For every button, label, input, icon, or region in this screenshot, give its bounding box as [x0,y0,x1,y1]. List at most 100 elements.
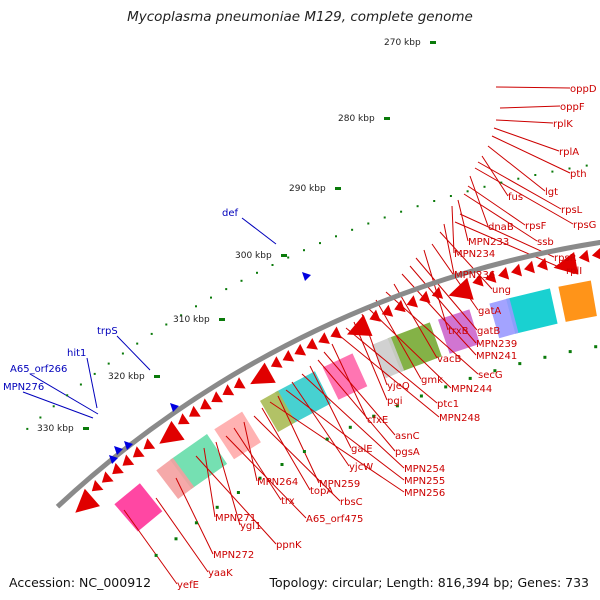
tick-dot [351,228,354,231]
tick-dot [225,288,228,291]
gene-arrow [472,274,484,287]
leader-line [481,155,509,197]
gene-arrow [347,314,373,336]
tick-mark [83,427,89,430]
leader-line [301,373,405,469]
gene-label: ung [492,285,511,296]
leader-line [463,193,538,242]
leader-line [345,327,438,404]
leader-line [474,167,574,225]
inner-tick-dot [174,537,178,541]
leader-line [116,335,151,371]
gene-arrow [591,247,600,260]
tick-label: 270 kbp [384,38,421,48]
tick-dot [433,200,436,202]
tick-dot [150,332,153,335]
inner-tick-dot [215,505,219,509]
gene-arrow [537,257,548,271]
tick-dot [449,195,452,197]
gene-arrow [419,290,431,304]
tick-dot [39,416,42,419]
tick-dot [26,427,29,430]
tick-label: 290 kbp [289,184,326,194]
tick-dot [107,362,110,365]
gene-arrow [250,362,276,385]
gene-label: pgsA [395,447,420,458]
leader-line [487,145,546,192]
gene-arrow [91,480,104,492]
gene-arrow [485,270,497,283]
tick-dot [568,167,571,170]
leader-line [409,265,477,344]
gene-label: def [222,208,239,219]
tick-dot [517,177,520,180]
tick-mark [219,318,225,321]
reverse-gene-arrow [124,441,133,450]
gene-arrow [75,488,100,513]
genome-backbone-ring [55,239,600,509]
tick-dot [180,314,183,317]
gene-arrow [211,391,223,403]
tick-dot [400,210,403,213]
tick-dot [240,279,243,282]
feature-block [387,322,442,372]
tick-label: 310 kbp [173,315,210,325]
tick-dot [165,323,168,326]
gene-arrow [369,309,381,322]
gene-arrow [498,267,510,280]
gene-label: A65_orf475 [306,514,363,525]
gene-label: lgt [545,187,558,198]
accession-text: Accession: NC_000912 [9,575,152,590]
gene-label: trpS [97,326,118,337]
feature-block [156,457,195,499]
inner-tick-dot [518,362,522,366]
tick-dot [367,222,370,225]
tick-dot [303,249,305,252]
gene-label: gatA [478,306,501,317]
tick-label: 330 kbp [37,424,74,434]
gene-label: galE [351,444,373,455]
tick-dot [416,205,419,208]
tick-label: 320 kbp [108,372,145,382]
gene-arrow [394,299,406,313]
leader-line [443,223,455,275]
gene-label: MPN236 [454,270,495,281]
gene-arrows [75,247,600,513]
gene-label: vacB [437,354,462,365]
feature-block [506,288,558,334]
leader-line [86,357,98,409]
leader-line [499,105,561,109]
leader-line [29,373,99,415]
gene-label: cfxE [367,415,388,426]
gene-label: MPN234 [454,249,495,260]
gene-arrow [381,304,394,317]
inner-tick-dot [348,425,352,429]
reverse-gene-arrow [114,446,123,455]
gene-label: yefE [177,580,199,591]
gene-label: yjcW [349,462,373,473]
tick-dot [483,185,486,188]
gene-arrow [101,471,114,483]
gene-label: ssb [537,237,554,248]
leader-line [491,135,571,174]
leader-line [495,86,571,89]
gene-label: secG [478,370,503,381]
tick-mark [281,254,287,257]
gene-arrow [406,295,418,308]
inner-tick-dot [194,521,198,525]
gene-label: MPN259 [319,479,360,490]
gene-label: MPN244 [451,384,492,395]
inner-tick-dot [372,414,376,418]
gene-label: trxB [448,326,469,337]
gene-label: MPN254 [404,464,445,475]
tick-dot [256,271,258,274]
inner-tick-dot [543,355,547,359]
gene-label: fus [508,192,523,203]
gene-label: MPN271 [215,513,256,524]
leader-line [203,447,216,518]
gene-arrow [200,398,212,410]
leader-line [123,509,178,585]
reverse-gene-arrow [170,403,179,412]
inner-tick-dot [493,369,497,373]
